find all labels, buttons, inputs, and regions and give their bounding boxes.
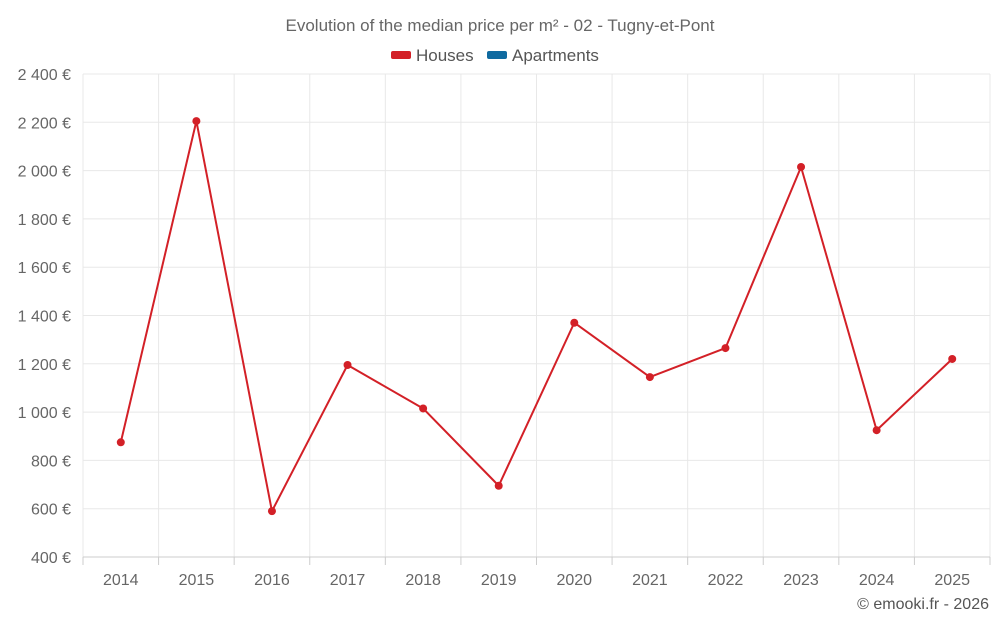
y-tick-label: 800 € xyxy=(31,453,71,470)
data-point-houses-2020[interactable] xyxy=(570,318,579,327)
y-tick-label: 1 200 € xyxy=(18,357,71,374)
data-point-houses-2025[interactable] xyxy=(948,354,957,363)
legend: Houses Apartments xyxy=(391,46,599,65)
credit-text: © emooki.fr - 2026 xyxy=(857,596,989,613)
data-point-houses-2017[interactable] xyxy=(343,361,352,370)
x-tick-label: 2015 xyxy=(179,572,215,589)
x-tick-label: 2017 xyxy=(330,572,366,589)
y-tick-label: 400 € xyxy=(31,550,71,567)
data-point-houses-2023[interactable] xyxy=(797,162,806,171)
series-houses xyxy=(116,117,957,516)
x-tick-label: 2021 xyxy=(632,572,668,589)
legend-item-houses[interactable]: Houses xyxy=(391,46,474,65)
y-tick-label: 600 € xyxy=(31,502,71,519)
data-point-houses-2014[interactable] xyxy=(116,438,125,447)
x-tick-label: 2025 xyxy=(934,572,970,589)
data-point-houses-2022[interactable] xyxy=(721,344,730,353)
x-tick-label: 2014 xyxy=(103,572,139,589)
x-axis: 2014 2015 2016 2017 2018 2019 2020 2021 2022 2023… xyxy=(82,556,991,589)
x-tick-label: 2024 xyxy=(859,572,895,589)
series-line-houses xyxy=(119,120,953,513)
x-tick-label: 2016 xyxy=(254,572,290,589)
chart-title: Evolution of the median price per m² - 0… xyxy=(286,16,715,35)
legend-label-houses: Houses xyxy=(416,46,474,65)
legend-label-apartments: Apartments xyxy=(512,46,599,65)
data-point-houses-2024[interactable] xyxy=(872,426,881,435)
y-tick-label: 2 400 € xyxy=(18,67,71,84)
x-tick-label: 2020 xyxy=(556,572,592,589)
x-tick-label: 2023 xyxy=(783,572,819,589)
data-point-houses-2015[interactable] xyxy=(192,117,201,126)
y-tick-label: 2 000 € xyxy=(18,164,71,181)
legend-swatch-apartments xyxy=(487,51,507,59)
legend-item-apartments[interactable]: Apartments xyxy=(487,46,599,65)
data-point-houses-2021[interactable] xyxy=(645,373,654,382)
y-tick-label: 1 800 € xyxy=(18,212,71,229)
data-point-houses-2016[interactable] xyxy=(267,507,276,516)
x-tick-label: 2019 xyxy=(481,572,517,589)
data-point-houses-2018[interactable] xyxy=(419,404,428,413)
data-point-houses-2019[interactable] xyxy=(494,481,503,490)
x-tick-label: 2018 xyxy=(405,572,441,589)
grid xyxy=(82,73,991,558)
y-axis: 400 € 600 € 800 € 1 000 € 1 200 € 1 400 € 1 60… xyxy=(18,67,71,567)
legend-swatch-houses xyxy=(391,51,411,59)
y-tick-label: 1 600 € xyxy=(18,260,71,277)
x-tick-label: 2022 xyxy=(708,572,744,589)
y-tick-label: 2 200 € xyxy=(18,115,71,132)
y-tick-label: 1 400 € xyxy=(18,309,71,326)
y-tick-label: 1 000 € xyxy=(18,405,71,422)
